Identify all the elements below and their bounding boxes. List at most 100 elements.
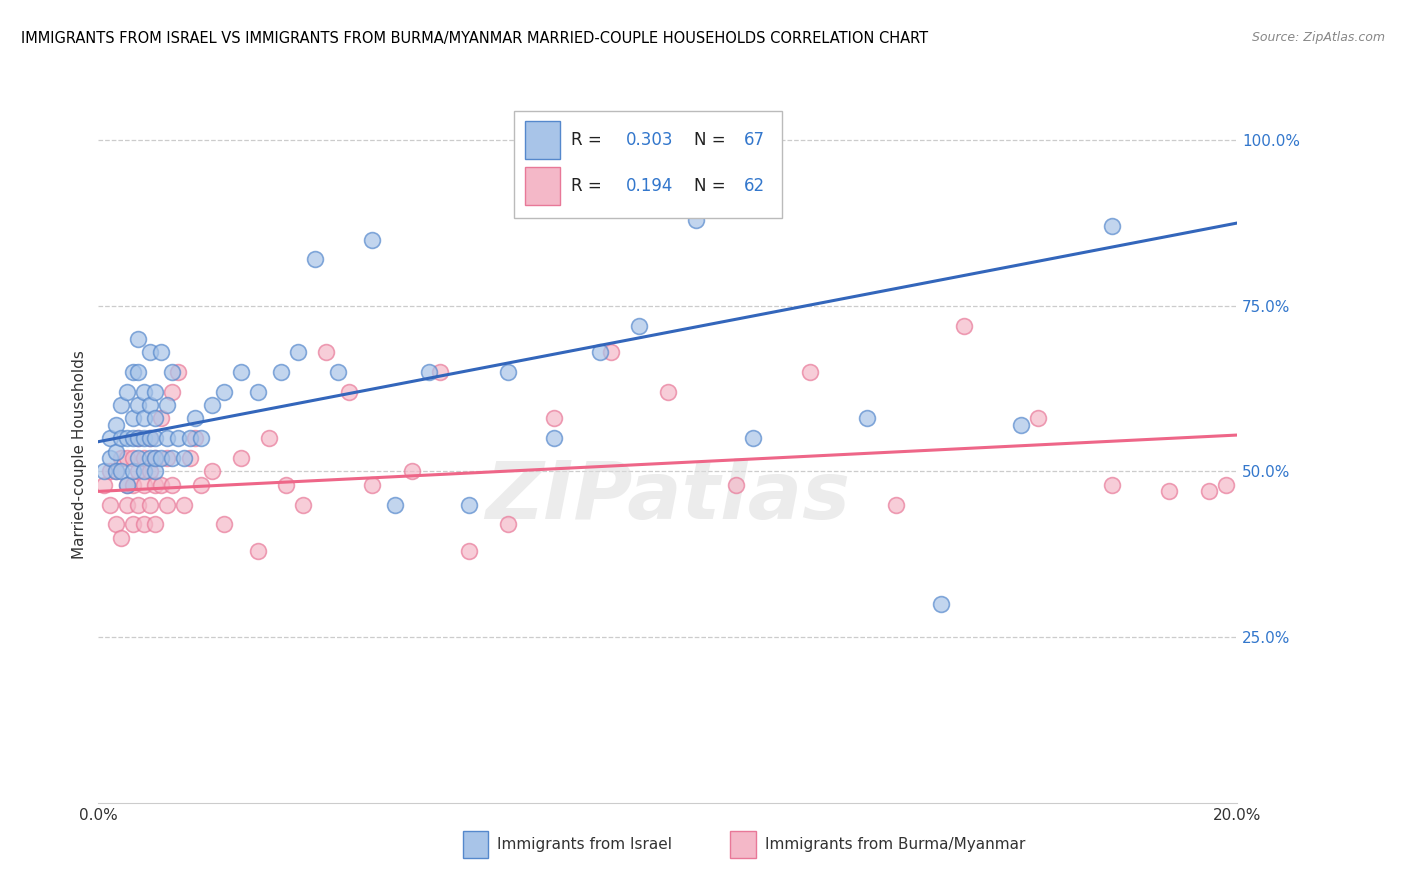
Point: [498, 365, 520, 379]
FancyBboxPatch shape: [515, 111, 782, 219]
Point: [292, 498, 315, 512]
Point: [145, 477, 167, 491]
Point: [115, 384, 138, 399]
Point: [156, 498, 179, 512]
Bar: [526, 120, 560, 159]
Point: [104, 418, 127, 433]
Point: [115, 451, 138, 466]
Point: [150, 411, 173, 425]
Point: [1157, 484, 1180, 499]
Point: [360, 233, 382, 247]
Point: [287, 345, 309, 359]
Point: [110, 531, 132, 545]
Point: [150, 451, 173, 466]
Text: R =: R =: [571, 131, 607, 149]
Point: [145, 411, 167, 425]
Point: [360, 477, 382, 491]
Point: [229, 365, 252, 379]
Point: [132, 451, 155, 466]
Text: Source: ZipAtlas.com: Source: ZipAtlas.com: [1251, 31, 1385, 45]
Point: [856, 411, 879, 425]
Point: [121, 477, 143, 491]
Point: [457, 498, 479, 512]
Text: 0.194: 0.194: [626, 177, 673, 194]
Point: [138, 451, 160, 466]
Point: [110, 398, 132, 412]
Point: [110, 451, 132, 466]
Point: [685, 212, 707, 227]
Point: [384, 498, 406, 512]
Point: [212, 517, 235, 532]
Point: [132, 477, 155, 491]
Point: [127, 332, 149, 346]
Point: [543, 411, 565, 425]
Point: [132, 384, 155, 399]
Point: [498, 517, 520, 532]
Point: [121, 517, 143, 532]
Point: [127, 365, 149, 379]
Point: [173, 498, 195, 512]
Point: [145, 451, 167, 466]
Point: [121, 365, 143, 379]
Point: [121, 431, 143, 445]
Point: [104, 517, 127, 532]
Point: [190, 477, 212, 491]
Point: [162, 384, 184, 399]
Point: [121, 411, 143, 425]
Point: [270, 365, 292, 379]
Text: ZIPatlas: ZIPatlas: [485, 458, 851, 536]
Point: [127, 398, 149, 412]
Point: [657, 384, 679, 399]
Bar: [463, 830, 488, 858]
Point: [201, 465, 224, 479]
Point: [315, 345, 337, 359]
Point: [179, 451, 201, 466]
Point: [156, 451, 179, 466]
Point: [93, 477, 115, 491]
Point: [138, 345, 160, 359]
Point: [138, 498, 160, 512]
Point: [457, 544, 479, 558]
Point: [184, 411, 207, 425]
Point: [588, 345, 610, 359]
Point: [884, 498, 907, 512]
Point: [150, 345, 173, 359]
Point: [179, 431, 201, 445]
Point: [98, 465, 121, 479]
Point: [145, 431, 167, 445]
Point: [628, 318, 651, 333]
Bar: [526, 167, 560, 205]
Point: [132, 431, 155, 445]
Y-axis label: Married-couple Households: Married-couple Households: [72, 351, 87, 559]
Point: [929, 597, 952, 611]
Point: [115, 498, 138, 512]
Point: [138, 431, 160, 445]
Point: [145, 451, 167, 466]
Point: [246, 544, 269, 558]
Text: IMMIGRANTS FROM ISRAEL VS IMMIGRANTS FROM BURMA/MYANMAR MARRIED-COUPLE HOUSEHOLD: IMMIGRANTS FROM ISRAEL VS IMMIGRANTS FRO…: [21, 31, 928, 46]
Point: [276, 477, 298, 491]
Point: [1026, 411, 1049, 425]
Point: [156, 431, 179, 445]
Point: [246, 384, 269, 399]
Point: [121, 465, 143, 479]
Point: [104, 465, 127, 479]
Text: N =: N =: [695, 177, 731, 194]
Point: [162, 477, 184, 491]
Bar: [731, 830, 755, 858]
Point: [401, 465, 423, 479]
Point: [156, 398, 179, 412]
Point: [742, 431, 765, 445]
Point: [145, 517, 167, 532]
Point: [150, 477, 173, 491]
Point: [1010, 418, 1032, 433]
Point: [1101, 477, 1123, 491]
Point: [162, 451, 184, 466]
Text: Immigrants from Burma/Myanmar: Immigrants from Burma/Myanmar: [765, 837, 1025, 852]
Point: [167, 365, 190, 379]
Point: [110, 465, 132, 479]
Point: [326, 365, 349, 379]
Text: 67: 67: [744, 131, 765, 149]
Point: [121, 451, 143, 466]
Point: [145, 465, 167, 479]
